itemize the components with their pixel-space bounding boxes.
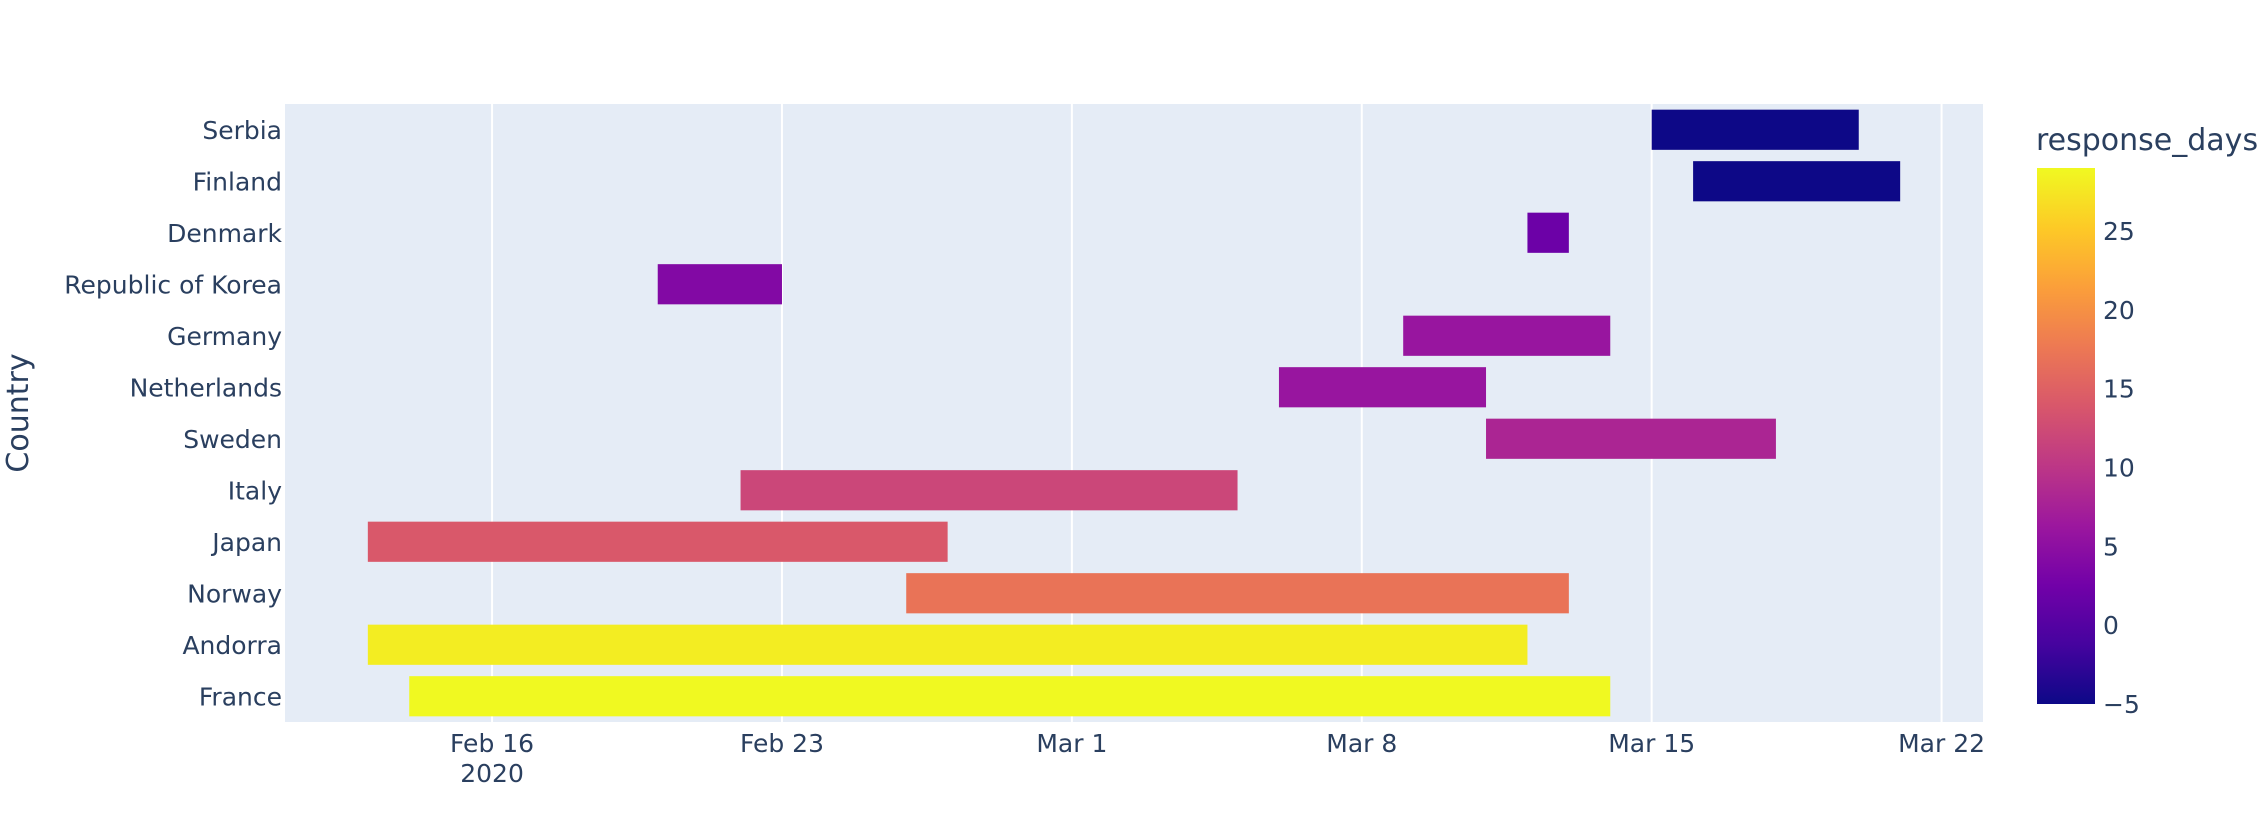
x-tick-label: Mar 22 — [1898, 729, 1985, 758]
colorbar-tick-label: 25 — [2103, 217, 2135, 246]
y-tick-label: Serbia — [202, 116, 282, 145]
bar-andorra[interactable] — [367, 624, 1528, 665]
bar-denmark[interactable] — [1527, 212, 1569, 253]
y-tick-label: Norway — [187, 579, 282, 608]
x-tick-label: Mar 1 — [1036, 729, 1107, 758]
x-tick-label: Mar 8 — [1326, 729, 1397, 758]
bar-republic-of-korea[interactable] — [657, 264, 782, 305]
colorbar-tick-label: 15 — [2103, 375, 2135, 404]
bar-sweden[interactable] — [1486, 418, 1776, 459]
bar-france[interactable] — [409, 676, 1611, 717]
y-tick-label: Republic of Korea — [64, 270, 282, 299]
colorbar-tick-label: 0 — [2103, 611, 2119, 640]
colorbar-tick-label: 20 — [2103, 296, 2135, 325]
y-tick-label: Denmark — [167, 219, 282, 248]
bar-serbia[interactable] — [1651, 109, 1859, 150]
y-tick-labels: Serbia Finland Denmark Republic of Korea Ger… — [64, 116, 282, 712]
bar-germany[interactable] — [1403, 315, 1611, 356]
bar-netherlands[interactable] — [1278, 367, 1487, 408]
y-tick-label: Andorra — [182, 631, 282, 660]
bar-japan[interactable] — [367, 521, 948, 562]
colorbar-ticks: −5 0 5 10 15 20 25 — [2103, 217, 2140, 719]
y-tick-label: France — [199, 682, 282, 711]
y-tick-label: Italy — [228, 476, 282, 505]
bar-italy[interactable] — [740, 470, 1238, 511]
y-tick-label: Germany — [167, 322, 282, 351]
colorbar-title: response_days — [2036, 123, 2258, 158]
x-tick-label: Mar 15 — [1608, 729, 1695, 758]
colorbar — [2037, 168, 2095, 704]
bars-group — [367, 109, 1901, 717]
y-axis-title: Country — [1, 353, 36, 472]
colorbar-tick-label: 5 — [2103, 532, 2119, 561]
y-tick-label: Finland — [193, 167, 282, 196]
y-tick-label: Sweden — [183, 425, 282, 454]
x-tick-labels: Feb 16 Feb 23 Mar 1 Mar 8 Mar 15 Mar 22 — [450, 729, 1985, 758]
y-tick-label: Japan — [210, 528, 282, 557]
x-tick-label: Feb 16 — [450, 729, 534, 758]
gridlines — [491, 104, 1943, 722]
colorbar-tick-label: −5 — [2103, 690, 2140, 719]
plot-background — [285, 104, 1983, 722]
bar-finland[interactable] — [1693, 161, 1901, 202]
bar-norway[interactable] — [906, 573, 1569, 614]
x-year-label: 2020 — [460, 759, 524, 788]
y-tick-label: Netherlands — [130, 373, 282, 402]
x-tick-label: Feb 23 — [740, 729, 824, 758]
colorbar-tick-label: 10 — [2103, 454, 2135, 483]
